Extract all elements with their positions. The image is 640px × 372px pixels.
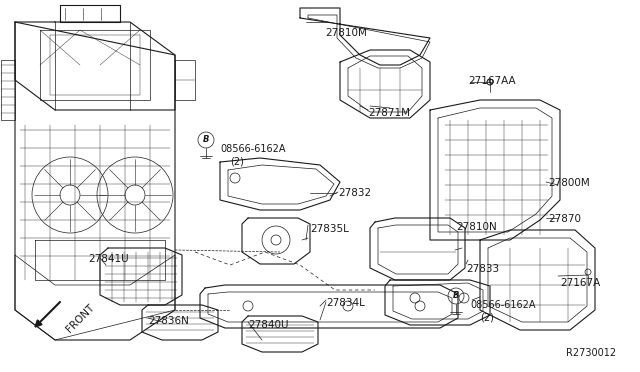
Text: 27835L: 27835L <box>310 224 349 234</box>
Text: R2730012: R2730012 <box>566 348 616 358</box>
Text: 27841U: 27841U <box>88 254 129 264</box>
Text: B: B <box>453 292 459 301</box>
Text: B: B <box>203 135 209 144</box>
Text: 27870: 27870 <box>548 214 581 224</box>
Text: 08566-6162A: 08566-6162A <box>220 144 285 154</box>
Text: 27834L: 27834L <box>326 298 365 308</box>
Text: 27836N: 27836N <box>148 316 189 326</box>
Text: 27871M: 27871M <box>368 108 410 118</box>
Text: (2): (2) <box>480 313 494 323</box>
Text: 27800M: 27800M <box>548 178 589 188</box>
Text: FRONT: FRONT <box>64 302 96 334</box>
Text: 27167AA: 27167AA <box>468 76 516 86</box>
Text: 27833: 27833 <box>466 264 499 274</box>
Text: 27840U: 27840U <box>248 320 289 330</box>
Text: 27167A: 27167A <box>560 278 600 288</box>
Text: 27810N: 27810N <box>456 222 497 232</box>
Text: (2): (2) <box>230 157 244 167</box>
Text: 27832: 27832 <box>338 188 371 198</box>
Text: 27810M: 27810M <box>325 28 367 38</box>
Text: 08566-6162A: 08566-6162A <box>470 300 536 310</box>
